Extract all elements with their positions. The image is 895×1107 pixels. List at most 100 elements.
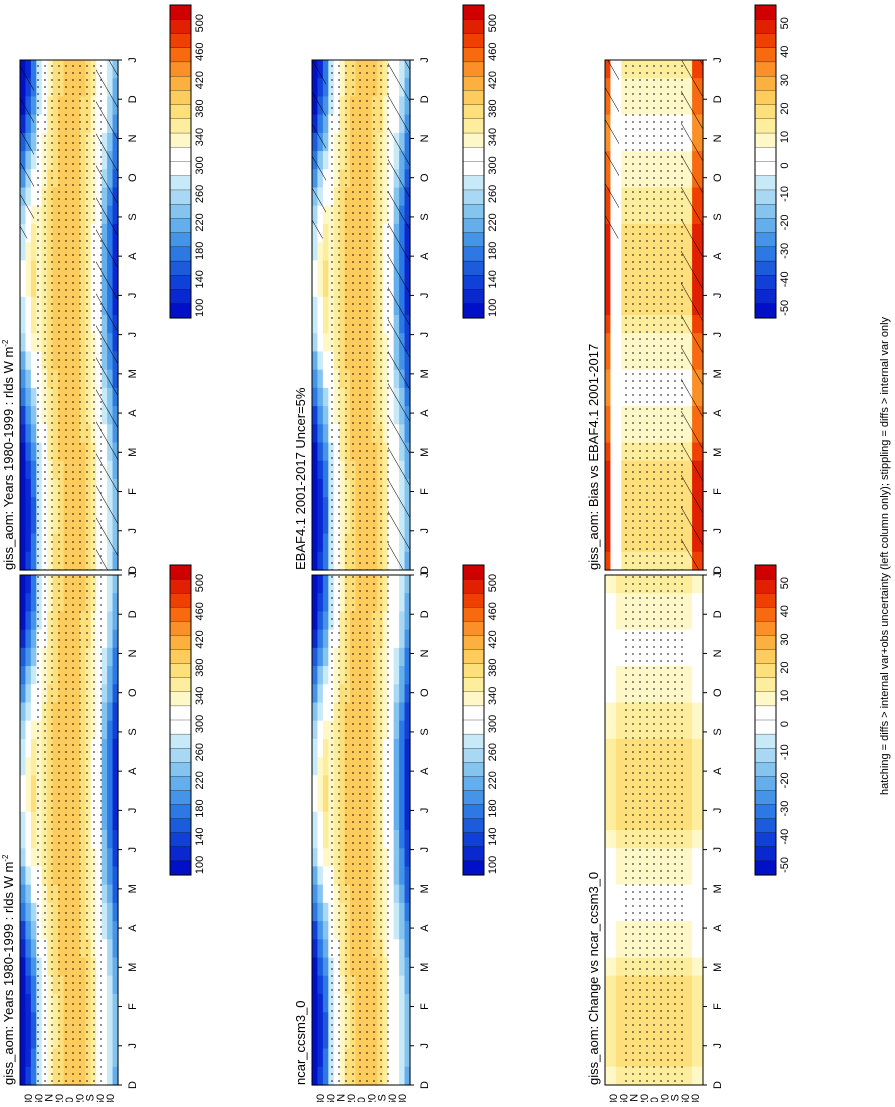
heat-cell (322, 611, 329, 631)
plot-frame (604, 574, 704, 1086)
heat-cell (686, 738, 693, 758)
heat-cell (112, 575, 119, 594)
heat-cell (610, 315, 617, 334)
month-tick-label: S (419, 728, 431, 735)
heat-cell (25, 497, 32, 516)
heat-cell (404, 830, 411, 849)
month-tick-label: M (127, 369, 139, 378)
heat-cell (615, 629, 622, 649)
panel-title: giss_aom: Bias vs EBAF4.1 2001-2017 (586, 344, 601, 570)
heat-cell (25, 975, 32, 995)
month-tick-label: J (127, 332, 139, 338)
month-tick-label: F (712, 488, 724, 495)
month-tick-label: A (127, 252, 139, 260)
heat-cell (697, 1012, 704, 1031)
heat-cell (107, 775, 114, 795)
colorbar-swatch (462, 677, 485, 693)
stippling (36, 575, 102, 1085)
heat-cell (30, 533, 37, 553)
heat-cell (322, 478, 329, 498)
heat-cell (605, 1066, 612, 1086)
heat-cell (312, 351, 319, 371)
heat-cell (610, 1066, 617, 1086)
month-tick-label: D (127, 566, 139, 574)
heat-cell (312, 611, 319, 631)
heat-cell (317, 533, 324, 553)
lat-tick-label: 0 (356, 1097, 368, 1102)
colorbar-swatch (462, 232, 485, 248)
heat-cell (30, 993, 37, 1013)
heat-cell (312, 296, 319, 316)
heat-cell (312, 406, 319, 425)
colorbar-swatch (754, 677, 777, 693)
heat-cell (317, 647, 324, 667)
panel-1: giss_aom: Years 1980-1999 : rlds W m-280… (1, 4, 206, 591)
heat-cell (112, 1048, 119, 1068)
lat-tick-label: °S (377, 1094, 389, 1102)
heat-cell (615, 702, 622, 722)
heat-cell (20, 593, 27, 613)
heat-cell (20, 351, 27, 371)
heat-cell (692, 811, 699, 831)
month-tick-label: M (712, 884, 724, 893)
colorbar-frame (754, 564, 777, 876)
heat-cell (30, 1030, 37, 1050)
heat-cell (25, 533, 32, 553)
colorbar-label: 100 (194, 299, 206, 317)
heat-cell (605, 1048, 612, 1068)
heat-cell (610, 939, 617, 959)
colorbar-swatch (462, 189, 485, 205)
heat-cell (610, 515, 617, 535)
colorbar-swatch (754, 218, 777, 234)
heat-cell (20, 757, 27, 776)
month-tick-label: J (127, 1043, 139, 1049)
heat-cell (692, 684, 699, 704)
month-tick-label: J (712, 1043, 724, 1049)
colorbar-swatch (462, 161, 485, 177)
heat-cell (322, 497, 329, 516)
heat-cell (25, 406, 32, 425)
heat-cell (20, 775, 27, 795)
month-tick-label: J (419, 332, 431, 338)
colorbar-swatch (462, 218, 485, 234)
heat-cell (399, 811, 406, 831)
heat-cell (686, 1030, 693, 1050)
heat-cell (393, 866, 400, 886)
heat-cell (107, 575, 114, 594)
stippling (621, 575, 687, 1085)
colorbar-label: 140 (487, 828, 499, 846)
colorbar-swatch (754, 132, 777, 148)
heat-cell (615, 975, 622, 995)
heat-cell (112, 738, 119, 758)
heat-cell (30, 296, 37, 316)
heat-cell (107, 702, 114, 722)
month-tick-label: J (127, 847, 139, 853)
heat-cell (30, 702, 37, 722)
heat-cell (697, 647, 704, 667)
heat-cell (399, 957, 406, 977)
heat-cell (312, 738, 319, 758)
heat-cell (605, 351, 612, 371)
heat-cell (610, 442, 617, 462)
heat-cell (317, 720, 324, 740)
month-tick-label: D (712, 1081, 724, 1089)
heat-cell (393, 666, 400, 685)
colorbar-frame (462, 564, 485, 876)
colorbar-swatch (462, 104, 485, 120)
panel-title: giss_aom: Years 1980-1999 : rlds W m-2 (1, 339, 16, 570)
heat-cell (25, 442, 32, 462)
colorbar-label: -50 (779, 857, 791, 873)
heat-cell (317, 757, 324, 776)
heat-cell (25, 1048, 32, 1068)
heat-cell (30, 424, 37, 444)
heat-cell (393, 684, 400, 704)
heat-cell (393, 629, 400, 649)
heat-cell (25, 460, 32, 480)
heat-cell (317, 515, 324, 535)
heat-cell (399, 848, 406, 868)
colorbar-label: -40 (779, 829, 791, 845)
heat-cell (605, 902, 612, 922)
colorbar-label: 260 (487, 743, 499, 761)
heat-cell (107, 993, 114, 1013)
heat-cell (107, 720, 114, 740)
